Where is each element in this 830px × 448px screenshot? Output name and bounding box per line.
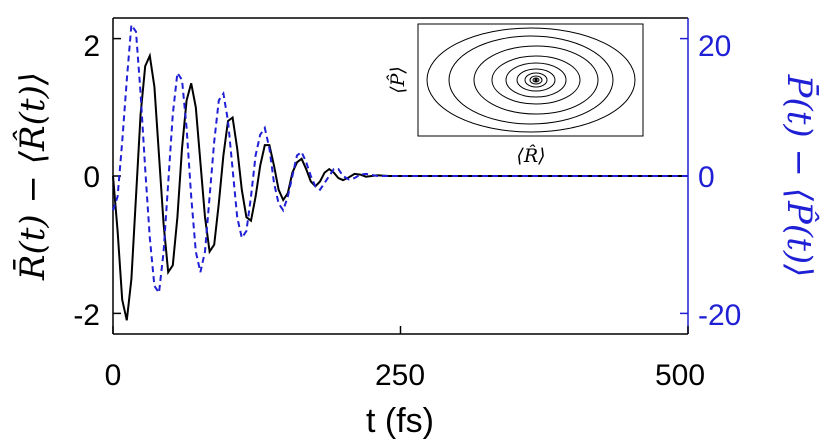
ytick-left-label-0: 2 xyxy=(83,30,100,63)
y-axis-left-label: R̄(t) − ⟨R̂(t)⟩ xyxy=(12,72,53,281)
inset-orbit-8 xyxy=(532,77,540,83)
inset-orbit-6 xyxy=(524,72,548,88)
inset-orbit-0 xyxy=(426,27,636,133)
ytick-right-label-0: 20 xyxy=(698,30,731,63)
series-left-line xyxy=(112,52,688,321)
series-right-line xyxy=(112,21,688,296)
x-axis-label: t (fs) xyxy=(366,402,434,440)
xtick-label-2: 500 xyxy=(655,359,705,392)
ytick-right-label-2: -20 xyxy=(698,299,741,332)
inset-y-label: ⟨P̂⟩ xyxy=(387,66,409,94)
inset-orbit-4 xyxy=(505,62,567,98)
inset-spiral xyxy=(426,27,636,133)
inset-center-point xyxy=(534,78,538,82)
inset-orbit-5 xyxy=(516,68,556,92)
ytick-left-label-2: -2 xyxy=(73,299,100,332)
xtick-label-0: 0 xyxy=(105,359,122,392)
y-axis-right-label: P̄(t) − ⟨P̂(t)⟩ xyxy=(779,74,820,278)
ytick-right-label-1: 0 xyxy=(698,161,715,194)
ytick-left-label-1: 0 xyxy=(83,161,100,194)
inset-orbit-7 xyxy=(529,75,543,85)
inset-orbit-1 xyxy=(448,35,614,125)
inset-orbit-3 xyxy=(491,55,581,105)
inset-orbit-2 xyxy=(473,45,599,115)
inset-x-label: ⟨R̂⟩ xyxy=(516,145,545,167)
inset-plot: ⟨R̂⟩ ⟨P̂⟩ xyxy=(387,23,644,167)
xtick-label-1: 250 xyxy=(375,359,425,392)
